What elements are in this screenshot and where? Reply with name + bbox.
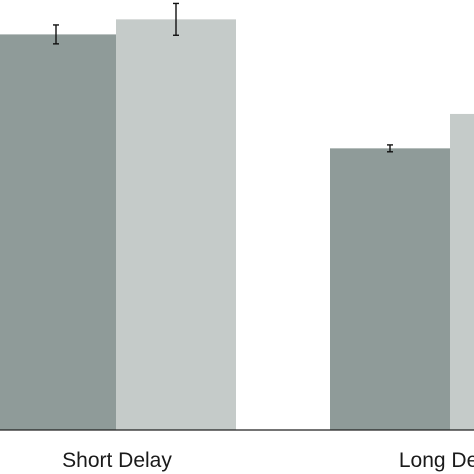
x-tick-labels: Short Delay Long Delay: [62, 449, 474, 472]
bars: [0, 19, 474, 431]
error-bar-long-delay-series-1: [387, 144, 393, 153]
error-bars: [53, 2, 393, 153]
error-bar-short-delay-series-1: [53, 24, 59, 45]
bar-long-delay-series-2: [450, 113, 474, 430]
bar-long-delay-series-1: [330, 148, 450, 430]
x-tick-label-short-delay: Short Delay: [62, 449, 172, 472]
error-bar-short-delay-series-2: [173, 2, 179, 36]
x-tick-label-long-delay: Long Delay: [399, 449, 474, 472]
bar-short-delay-series-2: [116, 19, 236, 430]
bar-short-delay-series-1: [0, 34, 116, 431]
